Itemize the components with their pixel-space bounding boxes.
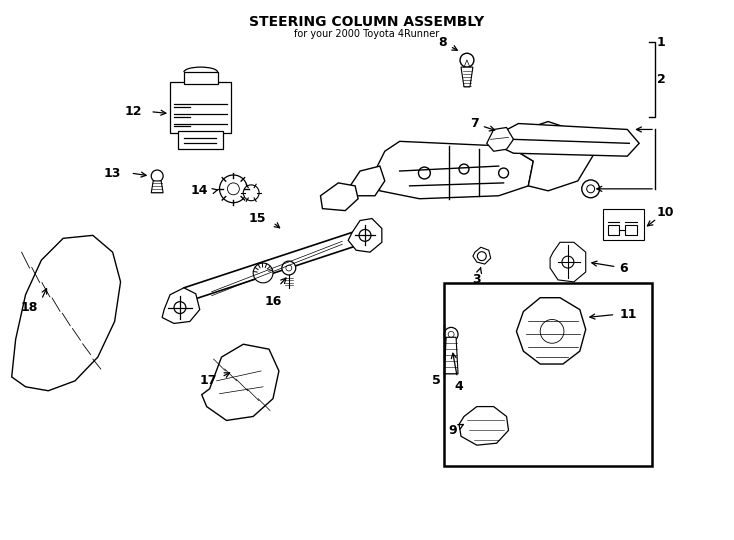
- Text: 18: 18: [21, 301, 38, 314]
- Text: 7: 7: [470, 117, 495, 131]
- Bar: [625, 226, 637, 235]
- Bar: [444, 283, 652, 466]
- Polygon shape: [375, 141, 534, 199]
- Polygon shape: [348, 219, 382, 252]
- Polygon shape: [487, 127, 514, 151]
- Polygon shape: [202, 344, 279, 421]
- Bar: [184, 72, 217, 84]
- Text: 14: 14: [190, 184, 208, 197]
- Circle shape: [582, 180, 600, 198]
- Circle shape: [151, 170, 163, 182]
- Circle shape: [444, 327, 458, 341]
- Text: 15: 15: [249, 212, 266, 225]
- Bar: [608, 226, 619, 235]
- Polygon shape: [184, 232, 358, 302]
- Polygon shape: [473, 247, 491, 264]
- Polygon shape: [444, 338, 458, 374]
- Text: 4: 4: [451, 353, 463, 393]
- Text: 11: 11: [619, 308, 637, 321]
- Text: 6: 6: [592, 261, 628, 274]
- Polygon shape: [461, 67, 473, 87]
- Polygon shape: [509, 122, 592, 191]
- Polygon shape: [517, 298, 586, 364]
- Polygon shape: [459, 407, 509, 445]
- Polygon shape: [151, 181, 163, 193]
- Circle shape: [219, 175, 247, 202]
- Text: 13: 13: [103, 166, 120, 179]
- Bar: [178, 131, 223, 149]
- Polygon shape: [12, 235, 120, 391]
- Circle shape: [243, 185, 259, 201]
- Bar: [170, 82, 231, 133]
- Text: 12: 12: [125, 105, 142, 118]
- Bar: [603, 208, 644, 240]
- Polygon shape: [321, 183, 358, 211]
- Text: 8: 8: [438, 36, 457, 50]
- Text: 9: 9: [448, 424, 463, 437]
- Polygon shape: [350, 166, 385, 196]
- Polygon shape: [162, 288, 200, 323]
- Text: 5: 5: [432, 374, 441, 387]
- Text: STEERING COLUMN ASSEMBLY: STEERING COLUMN ASSEMBLY: [250, 15, 484, 29]
- Text: 3: 3: [473, 268, 482, 286]
- Circle shape: [282, 261, 296, 275]
- Text: 17: 17: [199, 374, 217, 387]
- Polygon shape: [550, 242, 586, 282]
- Circle shape: [253, 263, 273, 283]
- Text: 2: 2: [657, 73, 666, 86]
- Circle shape: [460, 53, 474, 67]
- Text: for your 2000 Toyota 4Runner: for your 2000 Toyota 4Runner: [294, 30, 440, 39]
- Text: 1: 1: [657, 36, 666, 49]
- Text: 16: 16: [264, 295, 282, 308]
- Polygon shape: [498, 124, 639, 156]
- Text: 10: 10: [657, 206, 675, 219]
